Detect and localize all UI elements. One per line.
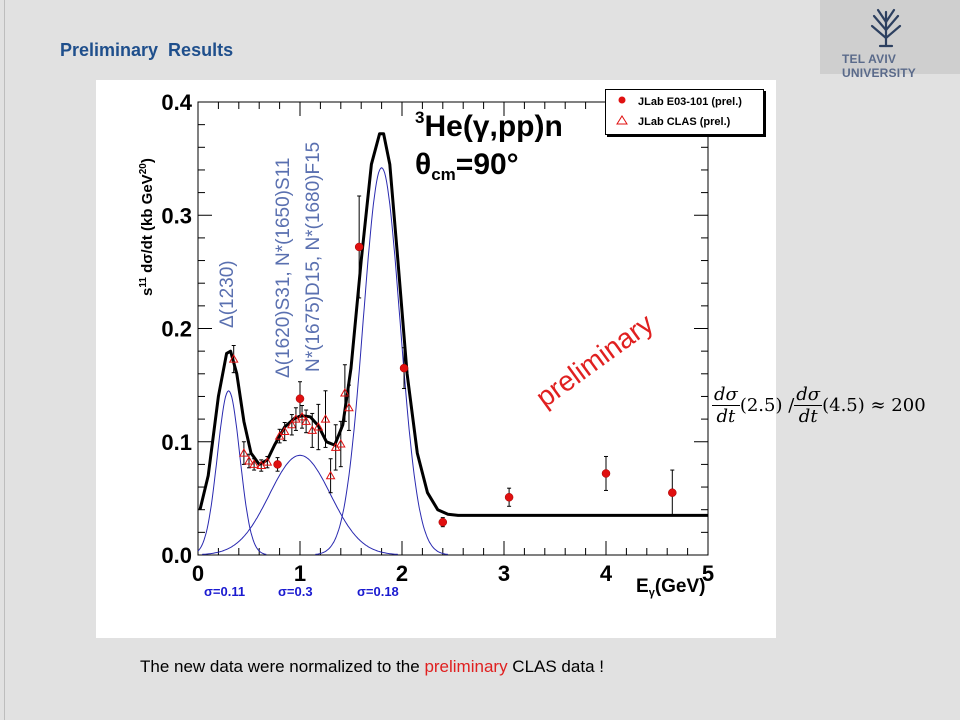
ratio-formula: dσ dt (2.5) / dσ dt (4.5) ≈ 200 <box>712 384 926 427</box>
data-point-clas <box>279 426 290 436</box>
data-point-clas <box>344 402 354 412</box>
data-point-clas <box>286 419 297 429</box>
data-point-clas <box>325 470 336 480</box>
x-tick-label: 5 <box>702 561 714 586</box>
data-point-clas <box>297 411 307 421</box>
gaussian-component-2 <box>202 454 398 555</box>
sigma-label-2: σ=0.3 <box>278 584 313 599</box>
data-point-clas <box>320 414 331 423</box>
x-tick-label: 1 <box>294 561 306 586</box>
data-point-clas <box>244 455 254 465</box>
data-point-clas <box>228 354 239 363</box>
data-point-clas <box>262 457 273 466</box>
data-point-jlab <box>668 488 677 497</box>
plot-panel: 0 1 2 3 4 5 0.0 0.1 0.2 0.3 0.4 <box>96 80 776 638</box>
y-tick-label: 0.1 <box>161 430 192 455</box>
data-point-jlab <box>504 492 514 502</box>
data-point-clas <box>340 388 350 397</box>
slide-frame-line <box>4 0 5 720</box>
data-point-jlab <box>295 394 305 403</box>
data-point-clas <box>335 439 346 448</box>
legend: JLab E03-101 (prel.) JLab CLAS (prel.) <box>605 89 764 135</box>
legend-entry-jlab: JLab E03-101 (prel.) <box>616 95 742 108</box>
x-tick-label: 4 <box>600 561 613 586</box>
data-point-clas <box>274 431 285 440</box>
slide-title: Preliminary Results <box>60 40 234 60</box>
y-tick-label: 0.3 <box>161 203 192 228</box>
x-tick-label: 3 <box>498 561 510 586</box>
gaussian-component-1 <box>197 390 267 555</box>
legend-entry-clas: JLab CLAS (prel.) <box>616 115 730 128</box>
footer-note: The new data were normalized to the prel… <box>140 657 604 676</box>
reaction-label: 3He(γ,pp)n <box>415 108 563 143</box>
data-point-jlab <box>601 469 611 478</box>
data-point-jlab <box>354 242 364 252</box>
cross-section-plot: 0 1 2 3 4 5 0.0 0.1 0.2 0.3 0.4 <box>161 90 714 586</box>
logo-text: TEL AVIV UNIVERSITY <box>842 52 917 80</box>
sigma-label-3: σ=0.18 <box>357 584 399 599</box>
sigma-label-1: σ=0.11 <box>204 584 246 599</box>
x-tick-label: 0 <box>192 561 204 586</box>
data-point-jlab <box>399 363 409 373</box>
filled-circle-icon <box>616 95 638 108</box>
data-point-jlab <box>438 517 448 527</box>
open-triangle-icon <box>616 115 638 128</box>
y-tick-label: 0.4 <box>161 90 192 115</box>
data-point-jlab <box>273 460 282 469</box>
y-tick-label: 0.2 <box>161 317 192 342</box>
tree-logo-icon <box>870 8 902 48</box>
data-point-clas <box>291 414 301 423</box>
data-point-clas <box>239 448 249 457</box>
theta-label: θcm=90° <box>415 148 519 184</box>
x-axis-label: Eγ(GeV) <box>636 576 706 599</box>
data-point-clas <box>313 422 324 431</box>
data-point-clas <box>249 459 259 468</box>
gaussian-component-3 <box>315 167 448 555</box>
y-tick-label: 0.0 <box>161 543 192 568</box>
data-point-clas <box>301 416 311 425</box>
university-logo <box>820 0 960 74</box>
x-tick-label: 2 <box>396 561 408 586</box>
